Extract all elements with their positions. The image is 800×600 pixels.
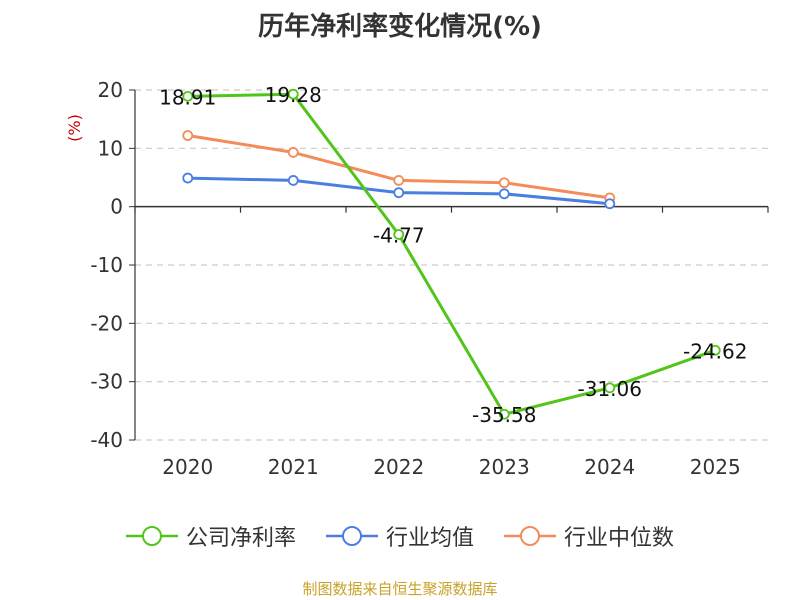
legend-item[interactable]: 公司净利率 bbox=[125, 520, 296, 552]
x-tick-label: 2020 bbox=[162, 455, 213, 479]
series-point bbox=[287, 88, 299, 100]
data-label: -31.06 bbox=[578, 377, 642, 401]
series-point bbox=[709, 344, 721, 356]
legend-label: 行业均值 bbox=[385, 526, 474, 551]
x-tick-label: 2024 bbox=[584, 455, 635, 479]
label-layer: 18.91 19.28 -4.77 -35.58 -31.06 -24.62 bbox=[159, 83, 747, 427]
y-tick-label: 20 bbox=[98, 78, 123, 102]
data-label: -4.77 bbox=[373, 223, 425, 247]
legend-swatch-marker bbox=[341, 526, 362, 546]
legend-label: 行业中位数 bbox=[564, 526, 675, 551]
y-tick-label: -30 bbox=[90, 370, 123, 394]
series-point bbox=[287, 147, 299, 158]
series-line bbox=[187, 92, 716, 416]
legend-swatch bbox=[125, 526, 178, 546]
series-point bbox=[393, 175, 405, 186]
series-point bbox=[182, 130, 194, 141]
y-tick-label: -20 bbox=[90, 311, 123, 335]
source-note: 制图数据来自恒生聚源数据库 bbox=[302, 580, 498, 598]
y-tick-label: 10 bbox=[98, 136, 123, 160]
legend-label: 公司净利率 bbox=[185, 526, 296, 551]
y-tick-label: -10 bbox=[90, 253, 123, 277]
series-point bbox=[498, 188, 510, 200]
series-point bbox=[182, 172, 194, 184]
y-tick-label: -40 bbox=[90, 428, 123, 452]
series-point bbox=[287, 175, 299, 186]
chart-title: 历年净利率变化情况(%) bbox=[258, 12, 542, 42]
series-point bbox=[498, 408, 510, 420]
y-tick-label: 0 bbox=[110, 195, 123, 219]
data-label: 19.28 bbox=[265, 83, 322, 107]
series-point bbox=[498, 177, 510, 189]
series-point bbox=[604, 198, 616, 210]
data-label: 18.91 bbox=[159, 85, 216, 109]
x-tick-label: 2022 bbox=[373, 455, 424, 479]
legend-swatch bbox=[504, 526, 556, 546]
data-label: -24.62 bbox=[683, 339, 747, 363]
series-point bbox=[182, 90, 194, 102]
data-label: -35.58 bbox=[472, 403, 536, 427]
legend-swatch bbox=[325, 526, 378, 546]
series-point bbox=[604, 382, 616, 394]
series-point bbox=[393, 187, 405, 199]
chart-plot: 20 10 0 -10 -20 -30 -40 2020 2021 2022 2023 2024 202… bbox=[65, 78, 769, 479]
legend-swatch-marker bbox=[141, 526, 162, 546]
series-layer bbox=[182, 88, 721, 420]
x-tick-label: 2025 bbox=[690, 455, 741, 479]
legend-item[interactable]: 行业中位数 bbox=[504, 520, 674, 552]
x-tick-label: 2023 bbox=[479, 455, 530, 479]
legend-item[interactable]: 行业均值 bbox=[325, 520, 474, 552]
x-tick-label: 2021 bbox=[268, 455, 319, 479]
legend-swatch-marker bbox=[520, 526, 540, 546]
axis-layer: 20 10 0 -10 -20 -30 -40 2020 2021 2022 2023 2024 202… bbox=[65, 78, 769, 479]
legend: 公司净利率 行业均值 行业中位数 bbox=[0, 520, 800, 552]
y-axis-unit: (%) bbox=[65, 114, 84, 142]
series-point bbox=[393, 229, 405, 240]
